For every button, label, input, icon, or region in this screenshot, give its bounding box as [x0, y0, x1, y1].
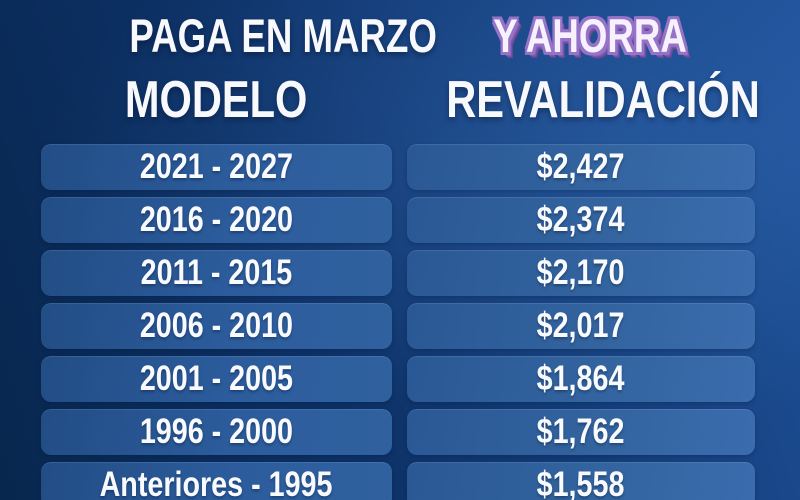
- table-row: 2006 - 2010 $2,017: [0, 303, 800, 349]
- fee-cell: $2,374: [407, 197, 755, 243]
- fee-amount: $2,017: [537, 306, 625, 345]
- model-cell: 2001 - 2005: [41, 356, 392, 402]
- page-title: PAGA EN MARZO Y AHORRA: [0, 4, 800, 66]
- fee-amount: $2,427: [537, 147, 625, 186]
- model-range: Anteriores - 1995: [100, 465, 333, 500]
- table-header: MODELO REVALIDACIÓN: [0, 68, 800, 132]
- model-cell: 2021 - 2027: [41, 144, 392, 190]
- title-main-text: PAGA EN MARZO: [129, 8, 437, 62]
- header-revalidacion: REVALIDACIÓN: [407, 70, 799, 130]
- fee-amount: $1,558: [537, 465, 625, 500]
- model-range: 2006 - 2010: [139, 306, 294, 345]
- header-revalidacion-label: REVALIDACIÓN: [446, 71, 760, 129]
- fee-cell: $2,017: [407, 303, 755, 349]
- model-cell: 2011 - 2015: [41, 250, 392, 296]
- model-cell: 1996 - 2000: [41, 409, 392, 455]
- model-range: 2016 - 2020: [139, 200, 294, 239]
- title-highlight-text: Y AHORRA: [493, 8, 687, 62]
- model-range: 2011 - 2015: [140, 253, 293, 292]
- fee-cell: $2,170: [407, 250, 755, 296]
- model-range: 2021 - 2027: [139, 147, 294, 186]
- table-row: 2021 - 2027 $2,427: [0, 144, 800, 190]
- fee-amount: $1,762: [537, 412, 625, 451]
- model-range: 2001 - 2005: [139, 359, 294, 398]
- table-row: 2011 - 2015 $2,170: [0, 250, 800, 296]
- table-row: 2001 - 2005 $1,864: [0, 356, 800, 402]
- table-row: Anteriores - 1995 $1,558: [0, 462, 800, 500]
- header-modelo: MODELO: [41, 70, 392, 130]
- fee-amount: $2,170: [537, 253, 625, 292]
- fee-cell: $1,864: [407, 356, 755, 402]
- header-modelo-label: MODELO: [125, 71, 308, 129]
- fee-amount: $2,374: [537, 200, 625, 239]
- fee-cell: $1,762: [407, 409, 755, 455]
- table-row: 1996 - 2000 $1,762: [0, 409, 800, 455]
- fee-cell: $2,427: [407, 144, 755, 190]
- fee-cell: $1,558: [407, 462, 755, 500]
- model-range: 1996 - 2000: [139, 412, 294, 451]
- model-cell: Anteriores - 1995: [41, 462, 392, 500]
- model-cell: 2016 - 2020: [41, 197, 392, 243]
- model-cell: 2006 - 2010: [41, 303, 392, 349]
- fee-amount: $1,864: [537, 359, 625, 398]
- fee-table: 2021 - 2027 $2,427 2016 - 2020 $2,374 20…: [0, 144, 800, 500]
- table-row: 2016 - 2020 $2,374: [0, 197, 800, 243]
